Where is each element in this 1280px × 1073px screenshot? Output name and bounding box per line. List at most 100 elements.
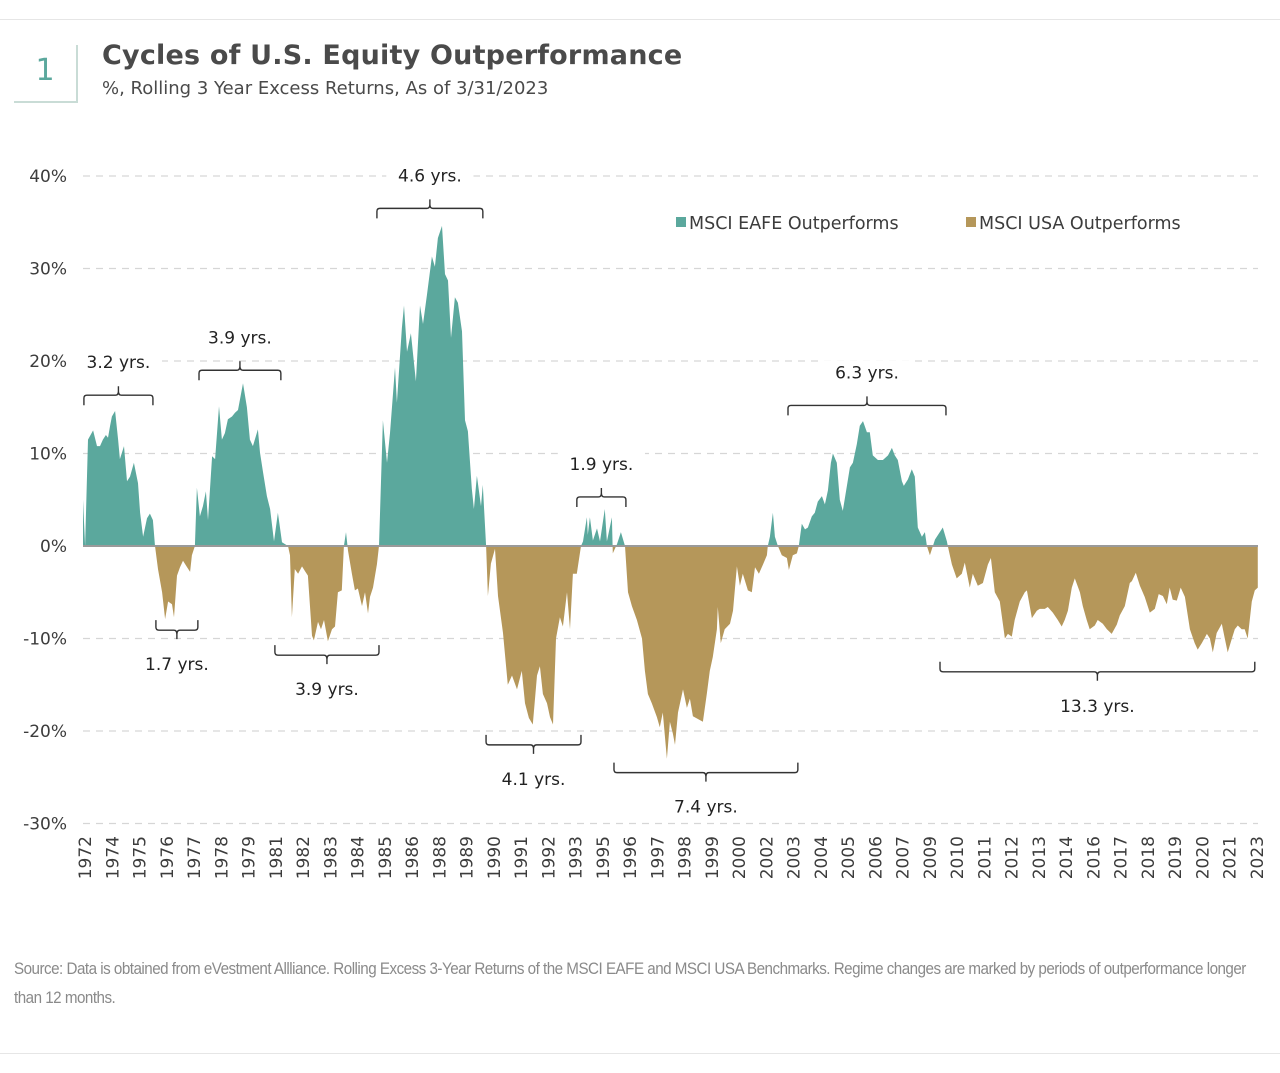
legend-label: MSCI USA Outperforms bbox=[979, 214, 1181, 234]
annotations: 3.2 yrs. 1.7 yrs. 3.9 yrs. 3.9 yrs. 4.6 yrs.… bbox=[74, 163, 1256, 819]
page-title: Cycles of U.S. Equity Outperformance bbox=[102, 40, 683, 71]
x-tick-label: 1977 bbox=[185, 836, 205, 879]
x-tick-label: 2012 bbox=[1003, 836, 1023, 879]
label-background bbox=[823, 360, 911, 385]
x-tick-label: 1989 bbox=[458, 836, 478, 879]
duration-label: 3.9 yrs. bbox=[208, 328, 272, 348]
y-tick-label: 10% bbox=[29, 445, 67, 465]
duration-label: 3.9 yrs. bbox=[295, 680, 359, 700]
label-background bbox=[1049, 693, 1146, 718]
x-tick-label: 1984 bbox=[349, 836, 369, 879]
x-tick-label: 2007 bbox=[894, 836, 914, 879]
duration-bracket bbox=[576, 487, 627, 507]
x-tick-label: 2002 bbox=[757, 836, 777, 879]
label-background bbox=[557, 451, 645, 476]
x-tick-label: 1975 bbox=[131, 836, 151, 879]
duration-bracket bbox=[274, 645, 380, 665]
bottom-divider bbox=[0, 1053, 1280, 1054]
x-tick-label: 2020 bbox=[1193, 836, 1213, 879]
y-tick-label: 20% bbox=[29, 352, 67, 372]
label-background bbox=[74, 350, 163, 375]
gridlines bbox=[83, 175, 1258, 825]
duration-bracket bbox=[155, 620, 199, 640]
x-tick-label: 2011 bbox=[975, 836, 995, 879]
x-tick-label: 1986 bbox=[403, 836, 423, 879]
duration-label: 3.2 yrs. bbox=[87, 353, 151, 373]
x-tick-label: 2005 bbox=[839, 836, 859, 879]
x-tick-label: 2014 bbox=[1057, 836, 1077, 879]
x-tick-label: 1998 bbox=[676, 836, 696, 879]
x-tick-label: 2021 bbox=[1221, 836, 1241, 879]
x-tick-label: 2017 bbox=[1112, 836, 1132, 879]
x-tick-label: 1976 bbox=[158, 836, 178, 879]
x-tick-label: 1982 bbox=[294, 836, 314, 879]
legend-swatch bbox=[676, 217, 686, 227]
duration-label: 4.1 yrs. bbox=[502, 770, 566, 790]
label-background bbox=[386, 163, 474, 188]
x-tick-label: 1996 bbox=[621, 836, 641, 879]
x-tick-label: 2013 bbox=[1030, 836, 1050, 879]
label-background bbox=[489, 766, 578, 791]
figure-number: 1 bbox=[35, 53, 55, 88]
source-note: Source: Data is obtained from eVestment … bbox=[14, 960, 1246, 1007]
x-tick-label: 2006 bbox=[866, 836, 886, 879]
duration-label: 4.6 yrs. bbox=[398, 166, 462, 186]
x-tick-label: 1972 bbox=[76, 836, 96, 879]
y-tick-label: -10% bbox=[23, 630, 67, 650]
x-tick-label: 1981 bbox=[267, 836, 287, 879]
label-background bbox=[662, 794, 750, 819]
y-tick-label: 0% bbox=[40, 537, 67, 557]
legend-swatch bbox=[966, 217, 976, 227]
x-tick-label: 2009 bbox=[921, 836, 941, 879]
x-tick-label: 2010 bbox=[948, 836, 968, 879]
figure-number-box: 1 bbox=[14, 45, 78, 103]
x-tick-label: 1995 bbox=[594, 836, 614, 879]
legend: MSCI EAFE Outperforms MSCI USA Outperform… bbox=[676, 214, 1181, 234]
x-tick-label: 2016 bbox=[1084, 836, 1104, 879]
duration-label: 13.3 yrs. bbox=[1060, 697, 1135, 717]
x-tick-label: 1991 bbox=[512, 836, 532, 879]
y-tick-label: -20% bbox=[23, 722, 67, 742]
page-subtitle: %, Rolling 3 Year Excess Returns, As of … bbox=[102, 78, 549, 99]
x-tick-label: 1992 bbox=[539, 836, 559, 879]
duration-label: 1.7 yrs. bbox=[145, 655, 209, 675]
x-tick-label: 1993 bbox=[567, 836, 587, 879]
duration-label: 7.4 yrs. bbox=[674, 798, 738, 818]
x-tick-label: 1999 bbox=[703, 836, 723, 879]
duration-bracket bbox=[376, 199, 484, 219]
x-axis: 1972 1974 1975 1976 1977 1978 1979 1981 1982 1983… bbox=[76, 836, 1268, 879]
label-background bbox=[133, 652, 221, 677]
y-tick-label: -30% bbox=[23, 815, 67, 835]
x-tick-label: 2019 bbox=[1166, 836, 1186, 879]
duration-bracket bbox=[485, 734, 582, 754]
duration-bracket bbox=[787, 396, 947, 416]
y-tick-label: 40% bbox=[29, 167, 67, 187]
label-background bbox=[283, 677, 371, 702]
y-axis: 40% 30% 20% 10% 0% -10% -20% -30% bbox=[23, 167, 67, 835]
duration-bracket bbox=[939, 661, 1256, 681]
x-tick-label: 1985 bbox=[376, 836, 396, 879]
duration-bracket bbox=[198, 361, 282, 381]
x-tick-label: 1990 bbox=[485, 836, 505, 879]
duration-label: 1.9 yrs. bbox=[570, 455, 634, 475]
x-tick-label: 1974 bbox=[103, 836, 123, 879]
x-tick-label: 1983 bbox=[321, 836, 341, 879]
x-tick-label: 1988 bbox=[430, 836, 450, 879]
top-divider bbox=[0, 19, 1280, 20]
label-background bbox=[196, 325, 284, 350]
x-tick-label: 2000 bbox=[730, 836, 750, 879]
x-tick-label: 2018 bbox=[1139, 836, 1159, 879]
duration-bracket bbox=[83, 386, 154, 406]
x-tick-label: 2004 bbox=[812, 836, 832, 879]
x-tick-label: 2003 bbox=[785, 836, 805, 879]
x-tick-label: 1978 bbox=[212, 836, 232, 879]
duration-bracket bbox=[613, 762, 799, 782]
duration-label: 6.3 yrs. bbox=[835, 363, 899, 383]
x-tick-label: 1997 bbox=[648, 836, 668, 879]
y-tick-label: 30% bbox=[29, 260, 67, 280]
usa-outperforms-area bbox=[83, 546, 1258, 759]
legend-label: MSCI EAFE Outperforms bbox=[689, 214, 899, 234]
areas bbox=[83, 225, 1258, 759]
x-tick-label: 2023 bbox=[1248, 836, 1268, 879]
